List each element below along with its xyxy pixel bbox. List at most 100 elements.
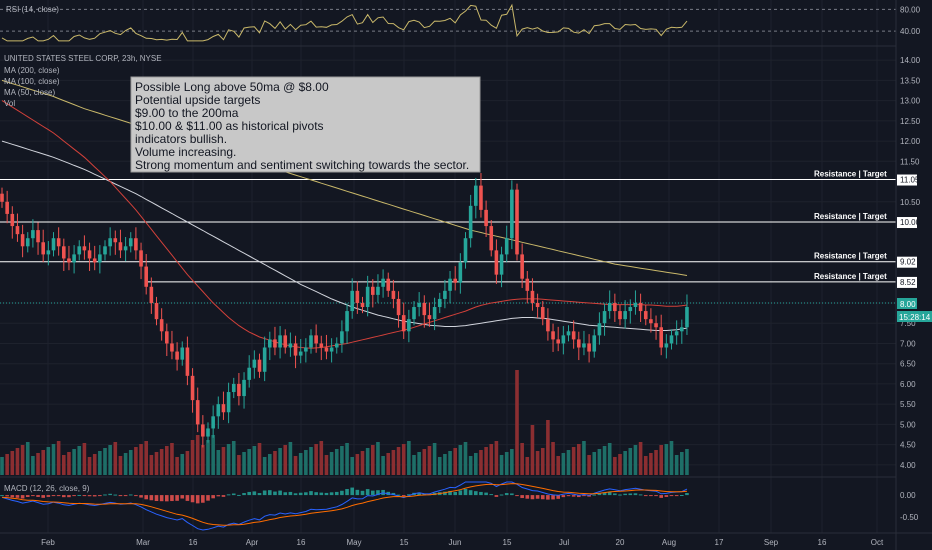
candle-body[interactable] bbox=[31, 230, 35, 239]
candle-body[interactable] bbox=[334, 343, 339, 348]
candle-body[interactable] bbox=[381, 278, 385, 287]
candle-body[interactable] bbox=[190, 375, 195, 401]
candle-body[interactable] bbox=[432, 307, 437, 320]
candle-body[interactable] bbox=[659, 327, 663, 348]
candle-body[interactable] bbox=[144, 266, 148, 287]
candle-body[interactable] bbox=[422, 302, 427, 316]
price-axis[interactable]: 14.00 13.50 13.00 12.50 12.00 11.50 11.05 10.50… bbox=[897, 56, 921, 470]
candle-body[interactable] bbox=[298, 351, 303, 356]
candle-body[interactable] bbox=[654, 323, 658, 328]
candle-body[interactable] bbox=[525, 278, 530, 291]
candle-body[interactable] bbox=[36, 230, 40, 243]
candle-body[interactable] bbox=[159, 319, 164, 332]
candle-body[interactable] bbox=[535, 302, 540, 308]
candle-body[interactable] bbox=[474, 185, 478, 206]
candle-body[interactable] bbox=[206, 428, 210, 437]
candle-body[interactable] bbox=[443, 290, 447, 299]
candle-body[interactable] bbox=[15, 226, 20, 235]
candle-body[interactable] bbox=[216, 404, 221, 417]
candle-body[interactable] bbox=[247, 367, 251, 380]
candle-body[interactable] bbox=[401, 315, 406, 332]
candle-body[interactable] bbox=[494, 250, 499, 275]
candle-body[interactable] bbox=[453, 278, 457, 283]
candle-body[interactable] bbox=[499, 254, 504, 275]
candle-body[interactable] bbox=[371, 286, 375, 295]
candle-body[interactable] bbox=[674, 331, 679, 336]
candle-body[interactable] bbox=[530, 290, 535, 303]
candle-body[interactable] bbox=[195, 400, 200, 425]
candle-body[interactable] bbox=[304, 347, 308, 352]
candle-body[interactable] bbox=[504, 238, 509, 255]
candle-body[interactable] bbox=[87, 250, 92, 259]
candle-body[interactable] bbox=[154, 302, 159, 320]
candle-body[interactable] bbox=[680, 327, 684, 332]
candle-body[interactable] bbox=[268, 339, 272, 348]
candle-body[interactable] bbox=[56, 238, 61, 247]
candle-body[interactable] bbox=[623, 311, 627, 320]
candle-body[interactable] bbox=[5, 201, 9, 214]
candle-body[interactable] bbox=[252, 359, 257, 368]
candle-body[interactable] bbox=[602, 311, 607, 324]
candle-body[interactable] bbox=[386, 278, 391, 291]
candle-body[interactable] bbox=[108, 238, 112, 247]
candle-body[interactable] bbox=[350, 290, 354, 312]
candle-body[interactable] bbox=[0, 193, 4, 202]
candle-body[interactable] bbox=[685, 307, 689, 328]
candle-body[interactable] bbox=[231, 383, 236, 393]
candle-body[interactable] bbox=[489, 226, 494, 251]
candle-body[interactable] bbox=[649, 319, 653, 324]
candle-body[interactable] bbox=[582, 343, 586, 348]
candle-body[interactable] bbox=[360, 302, 365, 308]
candle-body[interactable] bbox=[134, 238, 138, 251]
candle-body[interactable] bbox=[62, 246, 66, 259]
candle-body[interactable] bbox=[314, 335, 318, 344]
candle-body[interactable] bbox=[468, 205, 473, 239]
candle-body[interactable] bbox=[170, 343, 174, 352]
candle-body[interactable] bbox=[458, 262, 463, 283]
candle-body[interactable] bbox=[427, 315, 432, 320]
candle-body[interactable] bbox=[221, 404, 226, 413]
candle-body[interactable] bbox=[175, 351, 179, 360]
candle-body[interactable] bbox=[118, 242, 123, 251]
candle-body[interactable] bbox=[237, 383, 241, 397]
candle-body[interactable] bbox=[10, 213, 15, 227]
candle-body[interactable] bbox=[607, 302, 612, 312]
macd-pane[interactable] bbox=[0, 481, 689, 531]
candle-body[interactable] bbox=[417, 302, 421, 308]
candle-body[interactable] bbox=[643, 311, 648, 320]
candle-body[interactable] bbox=[278, 335, 282, 348]
candle-body[interactable] bbox=[618, 311, 622, 320]
candlesticks[interactable] bbox=[0, 173, 689, 448]
candle-body[interactable] bbox=[185, 347, 190, 376]
candle-body[interactable] bbox=[262, 347, 267, 372]
candle-body[interactable] bbox=[437, 298, 442, 308]
candle-body[interactable] bbox=[448, 278, 452, 291]
candle-body[interactable] bbox=[103, 246, 107, 255]
candle-body[interactable] bbox=[20, 234, 25, 247]
time-axis[interactable]: Feb Mar 16 Apr 16 May 15 Jun 15 Jul 20 Aug 17 Sep 16 Oc… bbox=[41, 538, 884, 547]
candle-body[interactable] bbox=[463, 238, 468, 263]
candle-body[interactable] bbox=[67, 258, 71, 263]
candle-body[interactable] bbox=[98, 254, 102, 263]
annotation-note[interactable]: Possible Long above 50ma @ $8.00 Potenti… bbox=[130, 76, 481, 173]
candle-body[interactable] bbox=[41, 242, 45, 255]
candle-body[interactable] bbox=[546, 319, 550, 332]
candle-body[interactable] bbox=[165, 331, 169, 344]
candle-body[interactable] bbox=[113, 238, 118, 243]
candle-body[interactable] bbox=[25, 238, 30, 247]
candle-body[interactable] bbox=[551, 331, 555, 340]
candle-body[interactable] bbox=[72, 254, 76, 263]
candle-body[interactable] bbox=[577, 339, 581, 348]
candle-body[interactable] bbox=[669, 335, 674, 344]
candle-body[interactable] bbox=[540, 307, 545, 320]
candle-body[interactable] bbox=[376, 286, 380, 295]
candle-body[interactable] bbox=[515, 189, 519, 255]
candle-body[interactable] bbox=[510, 189, 514, 239]
candle-body[interactable] bbox=[283, 335, 288, 348]
candle-body[interactable] bbox=[82, 246, 87, 251]
candle-body[interactable] bbox=[211, 416, 215, 429]
candle-body[interactable] bbox=[571, 331, 576, 340]
candle-body[interactable] bbox=[587, 343, 591, 352]
candle-body[interactable] bbox=[329, 347, 334, 352]
candle-body[interactable] bbox=[396, 298, 401, 316]
